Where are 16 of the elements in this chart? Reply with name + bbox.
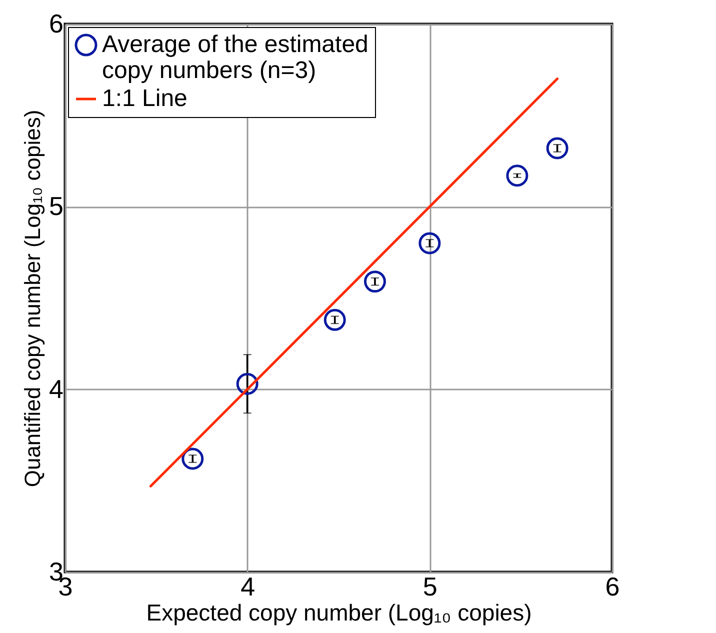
point bbox=[418, 232, 441, 254]
point bbox=[236, 372, 258, 395]
y-tick-label: 6 bbox=[49, 8, 64, 38]
legend-label: Average of the estimated copy numbers (n=3) bbox=[102, 31, 368, 84]
x-axis-title: Expected copy number (Log₁₀ copies) bbox=[146, 600, 532, 626]
y-axis-title: Quantified copy number (Log₁₀ copies) bbox=[20, 110, 46, 488]
legend-label: 1:1 Line bbox=[102, 85, 188, 112]
point bbox=[364, 270, 386, 293]
x-tick-label: 6 bbox=[605, 572, 620, 602]
x-tick-label: 5 bbox=[422, 572, 438, 602]
point bbox=[546, 137, 568, 160]
y-tick-label: 4 bbox=[49, 374, 64, 404]
y-tick-label: 5 bbox=[49, 191, 64, 222]
point bbox=[324, 308, 346, 331]
point bbox=[506, 164, 528, 187]
x-tick-label: 4 bbox=[240, 572, 256, 602]
